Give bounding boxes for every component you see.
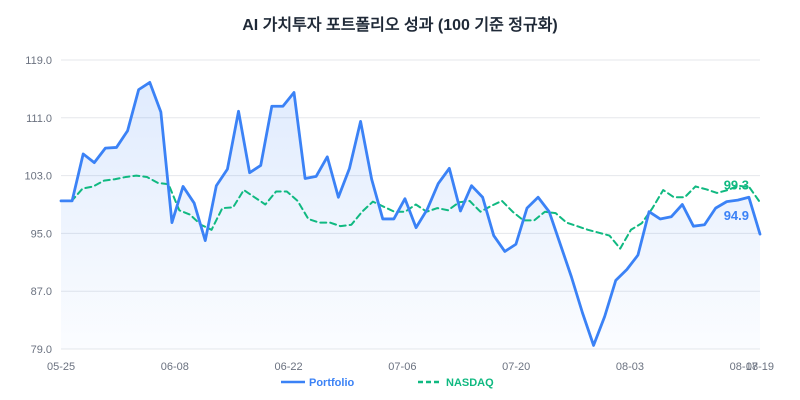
x-tick-label: 08-03 bbox=[616, 361, 644, 373]
y-tick-label: 111.0 bbox=[26, 113, 52, 125]
legend-item-nasdaq[interactable]: NASDAQ bbox=[418, 377, 494, 389]
x-tick-label: 08-19 bbox=[746, 361, 774, 373]
y-tick-label: 119.0 bbox=[25, 55, 52, 67]
y-tick-label: 87.0 bbox=[31, 286, 52, 298]
legend: Portfolio NASDAQ bbox=[281, 377, 494, 389]
x-tick-label: 07-06 bbox=[388, 361, 416, 373]
portfolio-end-label: 94.9 bbox=[724, 208, 749, 223]
y-axis: 79.0 87.0 95.0 103.0 111.0 119.0 bbox=[24, 55, 52, 356]
legend-label: Portfolio bbox=[309, 377, 354, 389]
portfolio-series-line bbox=[59, 80, 762, 347]
x-tick-label: 07-20 bbox=[502, 361, 530, 373]
x-tick-label: 06-08 bbox=[161, 361, 189, 373]
y-tick-label: 79.0 bbox=[31, 344, 52, 356]
chart-title: AI 가치투자 포트폴리오 성과 (100 기준 정규화) bbox=[242, 15, 558, 34]
y-tick-label: 95.0 bbox=[31, 228, 52, 240]
y-tick-label: 103.0 bbox=[24, 171, 52, 183]
x-tick-label: 08-17 bbox=[730, 361, 758, 373]
nasdaq-end-label: 99.3 bbox=[724, 177, 749, 192]
x-tick-label: 05-25 bbox=[47, 361, 75, 373]
end-labels: 99.3 94.9 bbox=[724, 177, 749, 223]
x-tick-label: 06-22 bbox=[275, 361, 303, 373]
legend-item-portfolio[interactable]: Portfolio bbox=[281, 377, 354, 389]
legend-label: NASDAQ bbox=[446, 377, 494, 389]
series-layer bbox=[59, 80, 762, 350]
